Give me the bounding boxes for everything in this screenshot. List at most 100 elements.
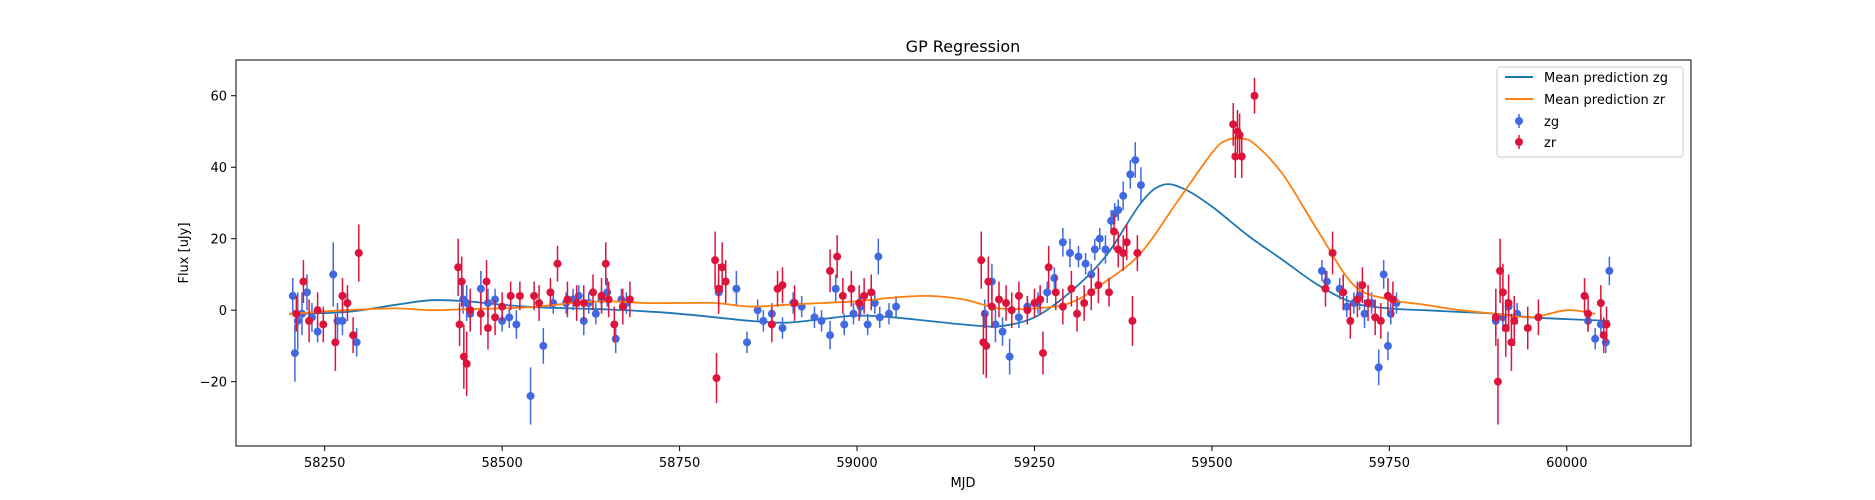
zr-point — [1073, 309, 1082, 318]
zg-point — [329, 270, 338, 279]
zr-point — [855, 299, 864, 308]
zr-point — [1504, 299, 1513, 308]
zr-point — [1602, 320, 1611, 329]
zg-point — [753, 306, 762, 315]
zr-point — [1501, 324, 1510, 333]
zr-point — [1036, 295, 1045, 304]
zr-point — [1534, 313, 1543, 322]
zr-point — [1371, 313, 1380, 322]
zr-point — [860, 291, 869, 300]
y-tick-label: 0 — [219, 304, 227, 319]
zr-point — [476, 309, 485, 318]
x-tick-label: 58250 — [304, 456, 345, 471]
zr-point — [1051, 288, 1060, 297]
zr-point — [994, 295, 1003, 304]
zr-point — [1094, 281, 1103, 290]
x-tick-label: 59000 — [836, 456, 877, 471]
zr-point — [597, 291, 606, 300]
zg-point — [313, 327, 322, 336]
zr-point — [491, 313, 500, 322]
zr-point — [572, 299, 581, 308]
zg-point — [1081, 259, 1090, 268]
zr-point — [1496, 266, 1505, 275]
zr-point — [483, 324, 492, 333]
zg-point — [1596, 320, 1605, 329]
zr-point — [462, 359, 471, 368]
zg-point — [1050, 274, 1059, 283]
zr-point — [313, 306, 322, 315]
chart-title: GP Regression — [906, 37, 1021, 56]
zr-point — [1080, 299, 1089, 308]
zg-point — [732, 284, 741, 293]
zg-point — [1074, 252, 1083, 261]
zr-point — [459, 352, 468, 361]
zg-point — [1058, 238, 1067, 247]
zr-point — [343, 299, 352, 308]
zr-point — [1580, 291, 1589, 300]
zg-point — [874, 252, 883, 261]
zr-point — [1599, 331, 1608, 340]
zr-point — [482, 277, 491, 286]
zr-point — [1128, 316, 1137, 325]
zr-point — [292, 309, 301, 318]
zg-point — [1126, 170, 1135, 179]
zg-point — [611, 334, 620, 343]
zr-point — [982, 341, 991, 350]
zg-point — [998, 327, 1007, 336]
zg-point — [591, 309, 600, 318]
zg-point — [483, 299, 492, 308]
zr-point — [1523, 324, 1532, 333]
zg-point — [462, 299, 471, 308]
zr-point — [1491, 313, 1500, 322]
zr-point — [1058, 302, 1067, 311]
zr-point — [767, 320, 776, 329]
zr-point — [833, 252, 842, 261]
zg-point — [831, 284, 840, 293]
zg-point — [1131, 156, 1140, 165]
zg-point — [1374, 363, 1383, 372]
x-tick-label: 58750 — [659, 456, 700, 471]
zr-point — [1339, 288, 1348, 297]
zg-point — [1317, 266, 1326, 275]
zr-series — [292, 77, 1611, 425]
zr-point — [1122, 238, 1131, 247]
zr-point — [1023, 306, 1032, 315]
x-tick-label: 59250 — [1014, 456, 1055, 471]
zr-point — [721, 277, 730, 286]
zr-point — [1498, 288, 1507, 297]
zr-point — [790, 299, 799, 308]
zr-point — [546, 288, 555, 297]
zg-point — [759, 316, 768, 325]
zg-point — [1107, 216, 1116, 225]
zg-point — [1379, 270, 1388, 279]
zg-point — [352, 338, 361, 347]
zr-point — [1364, 299, 1373, 308]
zr-point — [1105, 288, 1113, 297]
zr-point — [1109, 227, 1118, 236]
zg-point — [1591, 334, 1600, 343]
legend: Mean prediction zg Mean prediction zr zg… — [1496, 66, 1684, 158]
zg-point — [849, 309, 858, 318]
zg-point — [743, 338, 752, 347]
zr-point — [1358, 281, 1367, 290]
zr-point — [714, 284, 723, 293]
zr-point — [1376, 316, 1385, 325]
zg-point — [539, 341, 548, 350]
x-tick-label: 59500 — [1191, 456, 1232, 471]
zg-point — [302, 288, 311, 297]
zg-point — [338, 316, 347, 325]
zr-point — [498, 302, 507, 311]
zr-point — [625, 295, 634, 304]
zr-point — [338, 291, 347, 300]
zr-point — [1328, 249, 1337, 257]
zr-point — [1346, 316, 1355, 325]
plot-frame — [235, 59, 1692, 447]
legend-swatch-zr-points — [1515, 138, 1523, 146]
zr-point — [579, 299, 588, 308]
zr-point — [778, 281, 787, 290]
zr-point — [987, 302, 996, 311]
legend-swatch-zg-points — [1515, 117, 1523, 125]
zr-point — [1030, 299, 1039, 308]
zr-point — [601, 259, 610, 268]
